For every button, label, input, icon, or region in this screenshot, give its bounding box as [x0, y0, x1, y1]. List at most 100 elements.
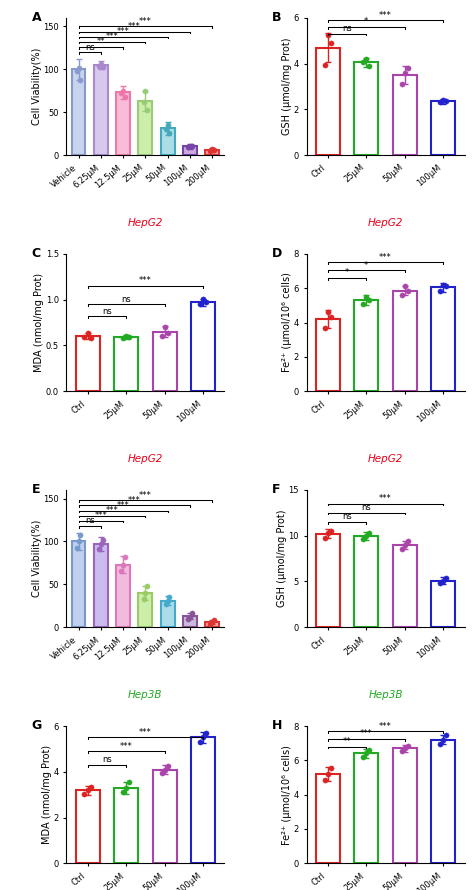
Point [87, 331, 94, 345]
Text: **: ** [97, 37, 105, 46]
Point [196, 735, 204, 749]
Text: C: C [32, 247, 41, 260]
Point [95, 542, 103, 556]
Point [196, 297, 204, 311]
Point [404, 739, 411, 753]
Point [162, 122, 170, 136]
Text: ***: *** [379, 494, 392, 503]
Text: ***: *** [360, 730, 373, 739]
Point [365, 293, 373, 307]
Point [186, 139, 194, 153]
Bar [354, 62, 378, 155]
Point [161, 320, 168, 335]
Point [401, 279, 409, 294]
Point [99, 532, 107, 546]
Point [443, 570, 450, 585]
Point [363, 52, 370, 66]
Bar [393, 291, 417, 391]
Bar [191, 303, 215, 391]
Bar [431, 287, 455, 391]
Point [398, 77, 405, 92]
Bar [94, 544, 108, 627]
Text: ns: ns [85, 516, 95, 525]
Point [363, 529, 370, 543]
Bar [114, 337, 138, 391]
Point [437, 95, 444, 109]
Text: F: F [272, 483, 280, 496]
Point [165, 590, 173, 604]
Bar [161, 601, 174, 627]
Point [126, 330, 133, 344]
Bar [393, 748, 417, 863]
Point [327, 524, 335, 538]
Point [119, 785, 127, 799]
Point [437, 284, 444, 298]
Text: ***: *** [139, 17, 152, 26]
Point [81, 330, 88, 344]
Point [184, 611, 192, 626]
Text: Hep3B: Hep3B [368, 691, 403, 700]
Point [119, 331, 127, 345]
Bar [354, 754, 378, 863]
Point [359, 532, 367, 546]
Text: **: ** [343, 737, 351, 746]
Point [401, 538, 409, 552]
Text: ***: *** [120, 741, 132, 750]
Point [97, 57, 105, 71]
Point [324, 767, 331, 781]
Point [401, 741, 409, 756]
Point [327, 761, 335, 775]
Point [207, 143, 214, 158]
Bar [316, 320, 340, 391]
Point [359, 55, 367, 69]
Text: B: B [272, 11, 281, 24]
Bar [76, 336, 100, 391]
Point [404, 534, 411, 548]
Point [122, 781, 130, 795]
Bar [205, 150, 219, 155]
Point [77, 528, 84, 542]
Point [443, 279, 450, 294]
Text: ***: *** [139, 490, 152, 499]
Point [140, 592, 147, 606]
Point [77, 72, 84, 86]
Text: ***: *** [106, 32, 118, 41]
Text: ns: ns [102, 756, 112, 765]
Point [443, 94, 450, 109]
Y-axis label: Cell Viability(%): Cell Viability(%) [32, 520, 42, 597]
Text: ***: *** [379, 253, 392, 262]
Point [140, 94, 147, 109]
Point [210, 613, 218, 627]
Text: *: * [364, 261, 368, 270]
Point [398, 288, 405, 303]
Bar [354, 536, 378, 627]
Point [118, 563, 125, 578]
Point [188, 606, 195, 620]
Y-axis label: Cell Viability(%): Cell Viability(%) [32, 48, 42, 125]
Point [158, 329, 165, 344]
Text: G: G [32, 719, 42, 732]
Text: ns: ns [102, 306, 112, 316]
Point [73, 541, 81, 555]
Point [365, 59, 373, 73]
Bar [205, 622, 219, 627]
Bar [116, 93, 130, 155]
Text: H: H [272, 719, 282, 732]
Point [97, 537, 105, 551]
Text: ***: *** [94, 511, 107, 521]
Text: ***: *** [117, 501, 129, 510]
Point [164, 759, 172, 773]
Point [81, 787, 88, 801]
Bar [153, 770, 177, 863]
Point [321, 530, 328, 545]
Point [439, 93, 447, 108]
Point [321, 320, 328, 335]
Point [122, 329, 130, 344]
Point [321, 773, 328, 788]
Point [398, 744, 405, 758]
Y-axis label: GSH (μmol/mg Prot): GSH (μmol/mg Prot) [277, 510, 287, 607]
Bar [138, 593, 152, 627]
Point [126, 775, 133, 789]
Point [202, 725, 210, 740]
Point [95, 59, 103, 73]
